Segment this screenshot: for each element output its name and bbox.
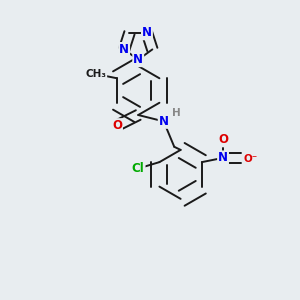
Text: N: N	[142, 26, 152, 39]
Text: N: N	[218, 152, 228, 164]
Text: Cl: Cl	[132, 162, 145, 175]
Text: O: O	[112, 119, 122, 132]
Text: O⁻: O⁻	[244, 154, 258, 164]
Text: H: H	[172, 108, 181, 118]
Text: O: O	[218, 134, 228, 146]
Text: N: N	[119, 43, 129, 56]
Text: N: N	[133, 53, 143, 66]
Text: CH₃: CH₃	[85, 69, 106, 79]
Text: N: N	[159, 115, 169, 128]
